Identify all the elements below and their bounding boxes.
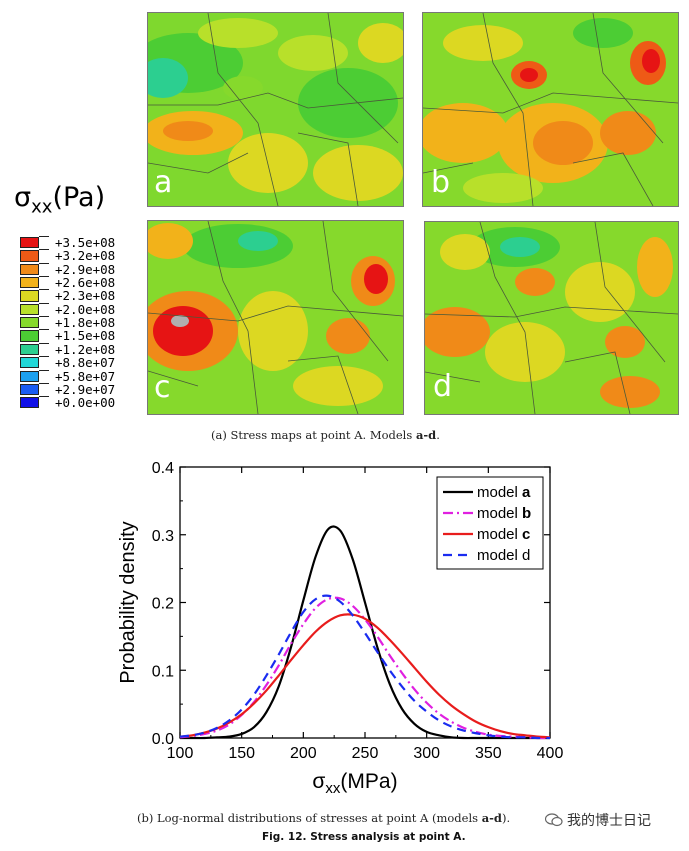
colorbar-tick — [39, 276, 49, 278]
colorbar-swatch — [20, 317, 39, 329]
colorbar-label: +2.6e+08 — [55, 275, 116, 291]
stress-map-c: c — [147, 220, 404, 415]
watermark: 我的博士日记 — [544, 810, 651, 830]
colorbar-label: +2.0e+08 — [55, 301, 116, 317]
colorbar-label: +2.9e+07 — [55, 381, 116, 397]
colorbar-tick — [39, 369, 49, 371]
colorbar-level: +5.8e+07 — [20, 368, 180, 384]
legend-label-d: model d — [477, 547, 530, 564]
colorbar-label: +3.5e+08 — [55, 235, 116, 250]
colorbar-tick — [39, 249, 49, 251]
stress-map-a: a — [147, 12, 404, 207]
figure-caption: Fig. 12. Stress analysis at point A. — [262, 831, 466, 843]
legend-label-c: model c — [477, 526, 530, 543]
colorbar-level: +1.5e+08 — [20, 328, 180, 344]
colorbar-level: +1.8e+08 — [20, 315, 180, 331]
colorbar-title: σxx(Pa) — [14, 182, 106, 218]
colorbar-swatch — [20, 290, 39, 302]
colorbar-label: +1.5e+08 — [55, 328, 116, 344]
wechat-icon — [544, 813, 563, 827]
colorbar-label: +1.2e+08 — [55, 341, 116, 357]
probability-density-chart: 100 150 200 250 300 350 400 0.0 0.1 0.2 0.3 0.4 Prob… — [117, 460, 564, 797]
colorbar-swatch — [20, 303, 39, 315]
x-tick-label: 400 — [537, 745, 564, 762]
colorbar-swatch — [20, 397, 39, 409]
colorbar-tick — [39, 302, 49, 304]
colorbar-tick — [39, 396, 49, 398]
legend-label-a: model a — [477, 484, 531, 501]
colorbar-label: +0.0e+00 — [55, 395, 116, 411]
colorbar-tick — [39, 356, 49, 358]
colorbar-swatch — [20, 383, 39, 396]
colorbar-swatch — [20, 330, 39, 342]
colorbar-level: +2.6e+08 — [20, 275, 180, 291]
colorbar-level: +2.9e+07 — [20, 381, 180, 397]
colorbar-swatch — [20, 237, 39, 249]
colorbar-tick — [39, 236, 49, 237]
y-axis-label: Probability density — [117, 521, 139, 683]
legend-label-b: model b — [477, 505, 531, 522]
x-tick-label: 200 — [290, 745, 317, 762]
colorbar-level: +3.2e+08 — [20, 248, 180, 264]
caption-b: (b) Log-normal distributions of stresses… — [137, 811, 511, 825]
panel-letter-c: c — [154, 370, 171, 405]
colorbar-tick — [39, 342, 49, 344]
colorbar-tick — [39, 262, 49, 264]
colorbar-level: +8.8e+07 — [20, 355, 180, 371]
colorbar-label: +1.8e+08 — [55, 315, 116, 331]
colorbar-level: +3.5e+08 — [20, 235, 180, 250]
colorbar-label: +3.2e+08 — [55, 248, 116, 264]
colorbar-tick — [39, 329, 49, 331]
colorbar-level: +1.2e+08 — [20, 341, 180, 357]
x-tick-label: 350 — [475, 745, 502, 762]
colorbar-label: +2.3e+08 — [55, 288, 116, 304]
colorbar-tick — [39, 316, 49, 318]
panel-letter-d: d — [433, 369, 453, 404]
colorbar-label: +2.9e+08 — [55, 261, 116, 277]
colorbar-level: +0.0e+00 — [20, 395, 180, 411]
panel-letter-a: a — [154, 165, 173, 200]
x-tick-label: 300 — [413, 745, 440, 762]
x-axis-label: σxx(MPa) — [312, 770, 397, 797]
x-tick-label: 100 — [167, 745, 194, 762]
colorbar-swatch — [20, 277, 39, 289]
colorbar-swatch — [20, 370, 39, 382]
panel-letter-b: b — [431, 165, 451, 200]
colorbar-swatch — [20, 263, 39, 275]
colorbar-level: +2.3e+08 — [20, 288, 180, 304]
x-tick-label: 250 — [352, 745, 379, 762]
colorbar-label: +8.8e+07 — [55, 355, 116, 371]
colorbar-level: +2.0e+08 — [20, 301, 180, 317]
y-tick-label: 0.2 — [152, 596, 174, 613]
colorbar-tick — [39, 382, 49, 384]
colorbar-level: +2.9e+08 — [20, 261, 180, 277]
colorbar-tick — [39, 289, 49, 291]
series-line-d — [179, 594, 551, 740]
y-tick-label: 0.1 — [152, 663, 174, 680]
series-line-a — [180, 525, 550, 740]
stress-map-d: d — [424, 221, 679, 415]
series-line-c — [179, 613, 551, 739]
y-tick-label: 0.3 — [152, 528, 174, 545]
colorbar-swatch — [20, 250, 39, 262]
caption-a: (a) Stress maps at point A. Models a-d. — [211, 428, 440, 442]
stress-map-b: b — [422, 12, 679, 207]
y-tick-label: 0.0 — [152, 731, 174, 748]
y-tick-label: 0.4 — [152, 460, 174, 477]
colorbar-swatch — [20, 343, 39, 355]
colorbar-swatch — [20, 357, 39, 369]
x-tick-label: 150 — [228, 745, 255, 762]
colorbar-label: +5.8e+07 — [55, 368, 116, 384]
